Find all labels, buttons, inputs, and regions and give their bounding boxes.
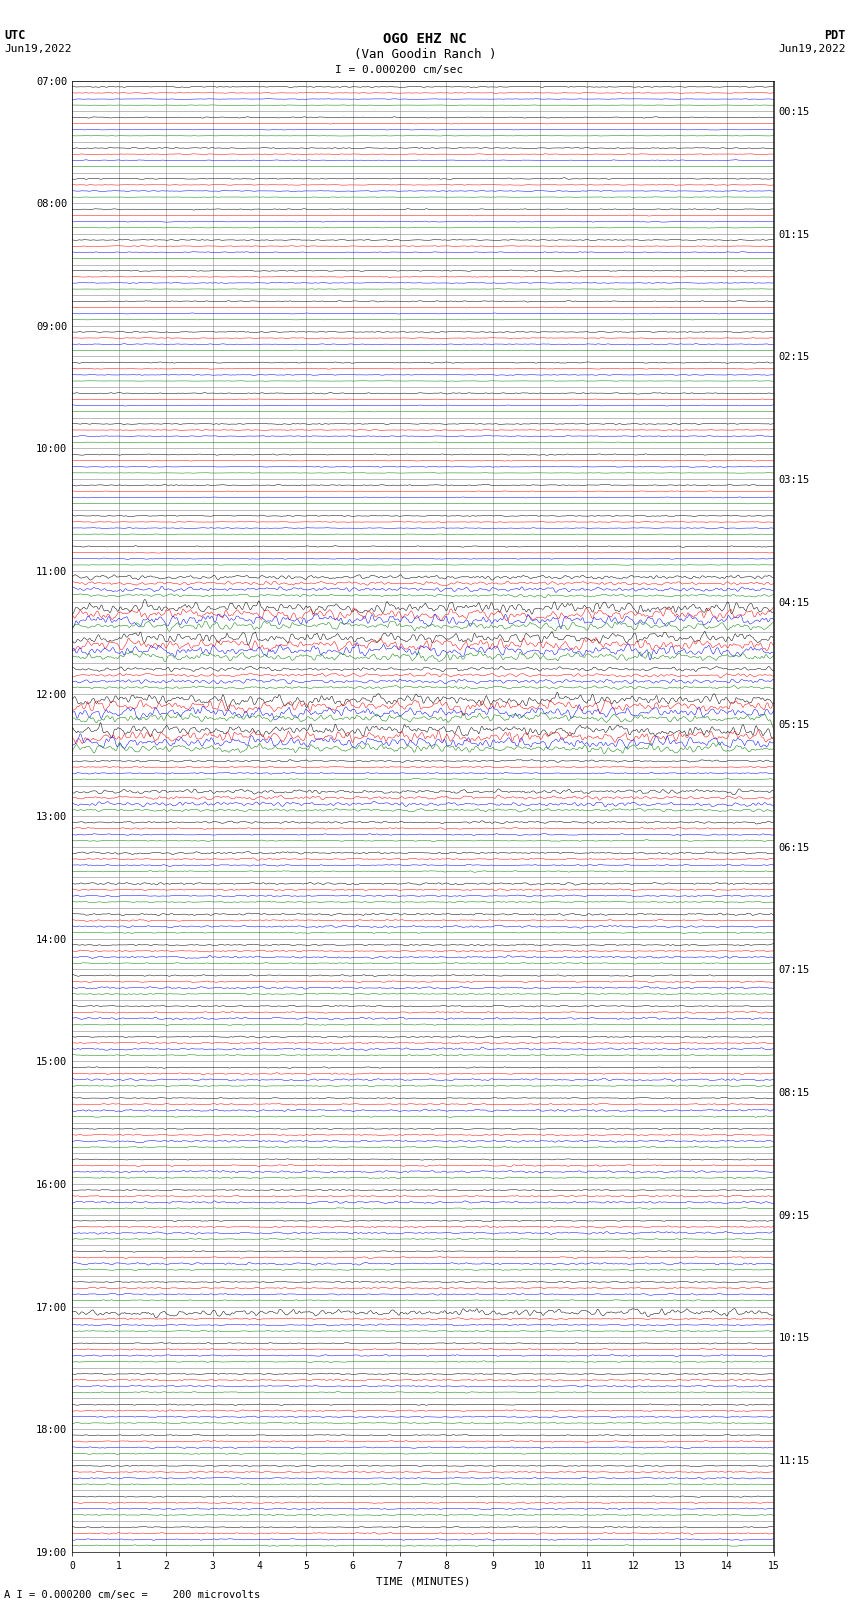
Text: A I = 0.000200 cm/sec =    200 microvolts: A I = 0.000200 cm/sec = 200 microvolts: [4, 1590, 260, 1600]
Text: Jun19,2022: Jun19,2022: [779, 44, 846, 53]
Text: I = 0.000200 cm/sec: I = 0.000200 cm/sec: [336, 65, 463, 74]
X-axis label: TIME (MINUTES): TIME (MINUTES): [376, 1576, 470, 1586]
Text: (Van Goodin Ranch ): (Van Goodin Ranch ): [354, 48, 496, 61]
Text: PDT: PDT: [824, 29, 846, 42]
Text: Jun19,2022: Jun19,2022: [4, 44, 71, 53]
Text: OGO EHZ NC: OGO EHZ NC: [383, 32, 467, 47]
Text: UTC: UTC: [4, 29, 26, 42]
